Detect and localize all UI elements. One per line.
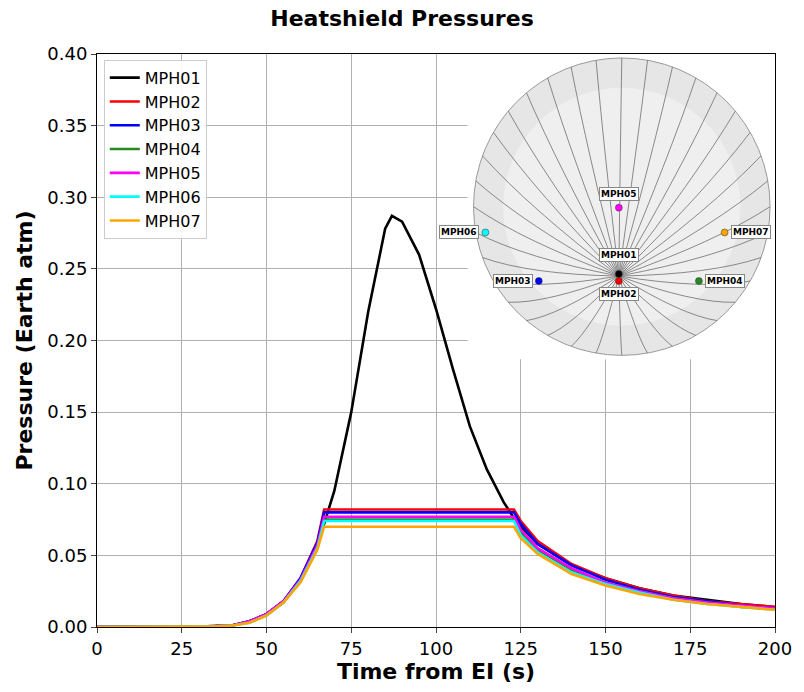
svg-text:MPH02: MPH02	[601, 289, 637, 299]
svg-text:MPH04: MPH04	[145, 140, 201, 159]
svg-text:MPH04: MPH04	[707, 276, 743, 286]
svg-text:0.00: 0.00	[47, 616, 87, 637]
svg-text:175: 175	[673, 638, 707, 659]
svg-text:MPH03: MPH03	[145, 116, 201, 135]
svg-text:75: 75	[340, 638, 363, 659]
svg-text:0.20: 0.20	[47, 330, 87, 351]
svg-text:MPH07: MPH07	[733, 227, 769, 237]
svg-text:0.05: 0.05	[47, 545, 87, 566]
svg-text:0: 0	[91, 638, 102, 659]
svg-text:Time from EI (s): Time from EI (s)	[337, 659, 535, 684]
svg-text:0.15: 0.15	[47, 401, 87, 422]
svg-text:MPH06: MPH06	[145, 188, 201, 207]
svg-text:200: 200	[758, 638, 792, 659]
svg-text:100: 100	[419, 638, 453, 659]
svg-text:MPH06: MPH06	[441, 227, 477, 237]
svg-text:Heatshield Pressures: Heatshield Pressures	[270, 6, 533, 31]
svg-text:MPH01: MPH01	[145, 69, 201, 88]
svg-text:MPH03: MPH03	[495, 276, 531, 286]
svg-text:0.10: 0.10	[47, 473, 87, 494]
svg-text:0.30: 0.30	[47, 187, 87, 208]
svg-text:0.40: 0.40	[47, 43, 87, 64]
svg-text:25: 25	[170, 638, 193, 659]
svg-text:0.25: 0.25	[47, 258, 87, 279]
svg-text:0.35: 0.35	[47, 115, 87, 136]
svg-text:MPH05: MPH05	[145, 164, 201, 183]
svg-text:125: 125	[504, 638, 538, 659]
svg-text:150: 150	[588, 638, 622, 659]
svg-text:MPH07: MPH07	[145, 212, 201, 231]
svg-text:MPH05: MPH05	[601, 189, 637, 199]
svg-text:Pressure (Earth atm): Pressure (Earth atm)	[12, 210, 37, 470]
svg-text:MPH02: MPH02	[145, 93, 201, 112]
svg-text:50: 50	[255, 638, 278, 659]
svg-text:MPH01: MPH01	[601, 250, 637, 260]
